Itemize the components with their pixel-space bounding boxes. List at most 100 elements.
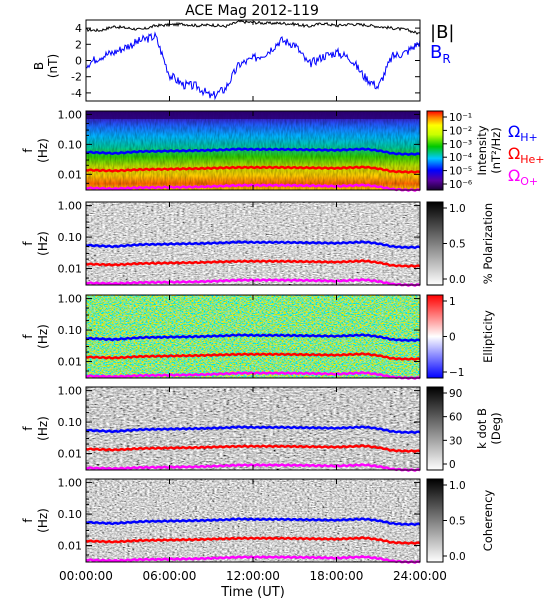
ellipticity-colorbar	[426, 294, 444, 379]
polarization-ytick-label: 1.00	[58, 200, 83, 213]
intensity-colorbar-unit: (nT²/Hz)	[489, 127, 503, 173]
gyrofreq-line-heplus	[85, 165, 421, 174]
series-line-br	[85, 31, 421, 101]
coherency-colorbar-title-text: Coherency	[481, 490, 495, 552]
legend-o-plus: ΩO+	[508, 166, 538, 188]
ellipticity-colorbar-label: 1	[449, 296, 456, 308]
kdotb-ylabel: f (Hz)	[21, 416, 50, 441]
polarization-colorbar-title: % Polarization	[481, 203, 495, 284]
kdotb-colorbar	[426, 386, 444, 471]
kdotb-colorbar-label: 90	[449, 388, 462, 400]
kdotb-ytick-label: 0.10	[58, 416, 83, 429]
intensity-ylabel-f: f	[21, 148, 35, 153]
legend-he-sub: He+	[520, 153, 544, 166]
coherency-colorbar	[426, 478, 444, 563]
x-tick-label: 00:00:00	[59, 569, 113, 583]
gyrofreq-line-hplus	[85, 517, 421, 527]
polarization-ytick-label: 0.10	[58, 231, 83, 244]
field-ytick-label: -2	[71, 71, 82, 84]
coherency-panel: 1.00 0.10 0.01 f (Hz) 1.0 0.5 0.0 Coherency	[21, 477, 495, 564]
coherency-ytick-label: 0.10	[58, 508, 83, 521]
ellipticity-colorbar-label: 0	[449, 332, 456, 344]
coherency-colorbar-label: 0.0	[449, 551, 466, 563]
legend-h-plus: ΩH+	[508, 122, 538, 144]
intensity-colorbar-label: 10⁻⁶	[449, 179, 472, 191]
gyrofreq-line-heplus	[85, 259, 421, 268]
intensity-colorbar-title-text: Intensity	[475, 125, 489, 175]
kdotb-colorbar-label: 60	[449, 412, 462, 424]
coherency-colorbar-title: Coherency	[481, 490, 495, 552]
field-yunit: (nT)	[46, 54, 60, 78]
field-ytick-label: 2	[75, 38, 82, 51]
polarization-colorbar-title-text: % Polarization	[481, 203, 495, 284]
ellipticity-ylabel-unit: (Hz)	[36, 324, 50, 349]
intensity-colorbar-label: 10⁻³	[449, 139, 472, 151]
intensity-ytick-label: 1.00	[58, 108, 83, 121]
kdotb-colorbar-unit: (Deg)	[489, 412, 503, 444]
ellipticity-colorbar-title-text: Ellipticity	[481, 310, 495, 363]
legend-he-plus: ΩHe+	[508, 144, 545, 166]
ellipticity-ylabel: f (Hz)	[21, 324, 50, 349]
ellipticity-ytick-label: 0.01	[58, 356, 83, 369]
intensity-ylabel: f (Hz)	[21, 138, 50, 163]
gyrofreq-line-hplus	[85, 333, 421, 343]
intensity-colorbar-label: 10⁻⁴	[449, 152, 472, 164]
legend-o-symbol: Ω	[508, 166, 520, 185]
kdotb-ylabel-unit: (Hz)	[36, 416, 50, 441]
ellipticity-ytick-label: 1.00	[58, 293, 83, 306]
x-tick-label: 24:00:00	[393, 569, 447, 583]
coherency-colorbar-label: 0.5	[449, 516, 466, 528]
coherency-colorbar-label: 1.0	[449, 480, 466, 492]
ellipticity-ytick-label: 0.10	[58, 324, 83, 337]
kdotb-colorbar-label: 0	[449, 459, 456, 471]
legend-h-symbol: Ω	[508, 122, 520, 141]
gyrofrequency-legend: ΩH+ ΩHe+ ΩO+	[508, 122, 545, 188]
gyrofreq-line-hplus	[85, 240, 421, 250]
polarization-panel: 1.00 0.10 0.01 f (Hz) 1.0 0.5 0.0 % Polarization	[21, 200, 495, 287]
intensity-colorbar-label: 10⁻⁵	[449, 166, 472, 178]
intensity-colorbar-title: Intensity (nT²/Hz)	[475, 125, 503, 175]
intensity-colorbar	[426, 110, 444, 191]
intensity-ylabel-unit: (Hz)	[36, 138, 50, 163]
ellipticity-colorbar-title: Ellipticity	[481, 310, 495, 363]
polarization-ytick-label: 0.01	[58, 263, 83, 276]
x-tick-label: 18:00:00	[310, 569, 364, 583]
field-ylabel: B	[32, 62, 46, 70]
polarization-ylabel-f: f	[21, 241, 35, 246]
field-ytick-label: 0	[75, 55, 82, 68]
legend-br: BR	[430, 42, 451, 66]
x-tick-label: 06:00:00	[143, 569, 197, 583]
polarization-colorbar-label: 1.0	[449, 203, 466, 215]
legend-h-sub: H+	[520, 131, 538, 144]
intensity-colorbar-label: 10⁻²	[449, 125, 472, 137]
legend-o-sub: O+	[520, 175, 538, 188]
polarization-ylabel-unit: (Hz)	[36, 231, 50, 256]
coherency-ylabel: f (Hz)	[21, 508, 50, 533]
x-tick-label: 12:00:00	[226, 569, 280, 583]
intensity-ytick-label: 0.01	[58, 168, 83, 181]
legend-b-magnitude: |B|	[430, 22, 454, 43]
intensity-colorbar-label: 10⁻¹	[449, 112, 472, 124]
ellipticity-colorbar-label: −1	[449, 367, 464, 379]
field-yticks: 4 2 0 -2 -4	[71, 22, 420, 100]
polarization-colorbar-label: 0.0	[449, 274, 466, 286]
field-series	[85, 19, 421, 101]
legend-br-subscript: R	[442, 52, 450, 66]
kdotb-ylabel-f: f	[21, 426, 35, 431]
kdotb-colorbar-title: k dot B (Deg)	[475, 408, 503, 449]
time-axis: 00:00:00 06:00:00 12:00:00 18:00:00 24:00:00	[59, 20, 447, 583]
plot-title: ACE Mag 2012-119	[185, 3, 319, 19]
polarization-ylabel: f (Hz)	[21, 231, 50, 256]
field-frame	[85, 19, 421, 102]
kdotb-ytick-label: 1.00	[58, 385, 83, 398]
polarization-colorbar-label: 0.5	[449, 239, 466, 251]
kdotb-ytick-label: 0.01	[58, 448, 83, 461]
kdotb-colorbar-title-text: k dot B	[475, 408, 489, 449]
intensity-ytick-label: 0.10	[58, 138, 83, 151]
gyrofreq-line-hplus	[85, 147, 421, 156]
legend-br-symbol: B	[430, 42, 442, 63]
kdotb-colorbar-label: 30	[449, 435, 462, 447]
kdotb-panel: 1.00 0.10 0.01 f (Hz) 90 60 30 0 k dot B (Deg)	[21, 385, 503, 472]
coherency-ylabel-f: f	[21, 518, 35, 523]
